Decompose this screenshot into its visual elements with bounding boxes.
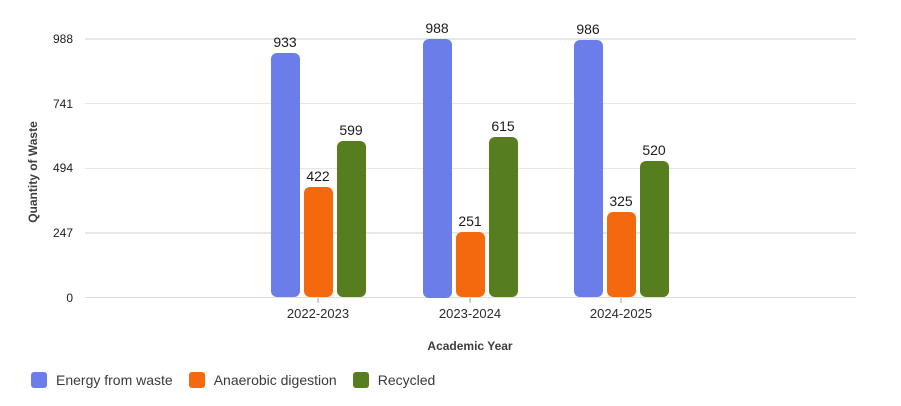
bar-value-label: 520 bbox=[642, 142, 666, 159]
legend: Energy from waste Anaerobic digestion Recy… bbox=[31, 372, 435, 388]
bar-anaerobic-digestion-2023-2024[interactable] bbox=[455, 231, 485, 298]
bar-value-label: 933 bbox=[273, 34, 297, 51]
legend-item-anaerobic-digestion[interactable]: Anaerobic digestion bbox=[188, 372, 337, 388]
legend-item-label: Anaerobic digestion bbox=[213, 372, 337, 388]
bar-energy-from-waste-2023-2024[interactable] bbox=[422, 39, 452, 298]
legend-swatch bbox=[188, 372, 205, 388]
x-axis-title: Academic Year bbox=[427, 339, 513, 353]
y-tick-label: 741 bbox=[52, 96, 73, 111]
x-tick-label: 2023-2024 bbox=[438, 306, 502, 321]
bar-value-label: 988 bbox=[425, 20, 449, 36]
bar-energy-from-waste-2024-2025[interactable] bbox=[573, 39, 603, 298]
legend-swatch bbox=[352, 372, 369, 388]
bar-recycled-2022-2023[interactable] bbox=[336, 140, 366, 298]
x-tick bbox=[469, 298, 471, 304]
gridline bbox=[85, 38, 856, 40]
bar-recycled-2023-2024[interactable] bbox=[488, 136, 518, 298]
legend-swatch bbox=[31, 372, 47, 388]
legend-item-energy-from-waste[interactable]: Energy from waste bbox=[31, 372, 173, 388]
legend-item-label: Recycled bbox=[377, 372, 436, 388]
y-tick-label: 0 bbox=[66, 290, 73, 305]
legend-item-label: Energy from waste bbox=[56, 372, 173, 388]
gridline bbox=[85, 102, 856, 105]
bar-anaerobic-digestion-2024-2025[interactable] bbox=[606, 212, 636, 298]
bar-value-label: 615 bbox=[491, 117, 515, 134]
y-tick-label: 247 bbox=[52, 225, 73, 240]
bar-value-label: 986 bbox=[576, 20, 600, 37]
legend-item-recycled[interactable]: Recycled bbox=[352, 372, 436, 388]
y-axis-title: Quantity of Waste bbox=[26, 121, 40, 223]
bar-anaerobic-digestion-2022-2023[interactable] bbox=[303, 187, 333, 298]
gridline bbox=[85, 296, 856, 299]
bar-energy-from-waste-2022-2023[interactable] bbox=[270, 53, 300, 298]
bar-recycled-2024-2025[interactable] bbox=[639, 161, 669, 298]
bar-value-label: 599 bbox=[339, 121, 363, 138]
x-tick bbox=[317, 298, 319, 304]
bar-value-label: 325 bbox=[609, 193, 633, 210]
x-tick-label: 2024-2025 bbox=[589, 306, 653, 321]
y-tick-label: 494 bbox=[52, 161, 73, 176]
y-tick-label: 988 bbox=[52, 32, 73, 46]
x-tick-label: 2022-2023 bbox=[286, 306, 350, 321]
bar-value-label: 251 bbox=[458, 212, 482, 229]
bar-value-label: 422 bbox=[306, 168, 330, 185]
x-tick bbox=[620, 298, 622, 304]
gridline bbox=[85, 167, 856, 169]
